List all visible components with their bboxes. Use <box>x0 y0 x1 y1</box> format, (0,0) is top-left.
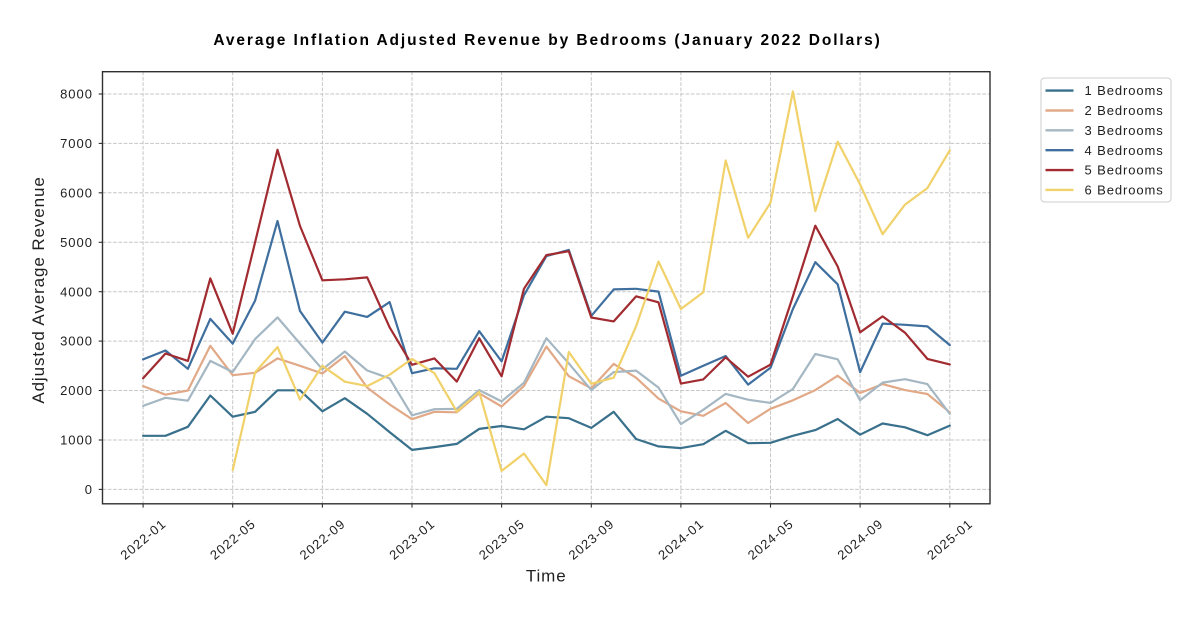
svg-text:6 Bedrooms: 6 Bedrooms <box>1085 183 1164 198</box>
svg-text:3000: 3000 <box>60 334 93 349</box>
svg-text:2000: 2000 <box>60 383 93 398</box>
svg-text:4000: 4000 <box>60 284 93 299</box>
svg-text:4 Bedrooms: 4 Bedrooms <box>1085 143 1164 158</box>
svg-text:7000: 7000 <box>60 136 93 151</box>
svg-text:5000: 5000 <box>60 235 93 250</box>
svg-text:0: 0 <box>85 482 93 497</box>
svg-text:3 Bedrooms: 3 Bedrooms <box>1085 123 1164 138</box>
svg-text:1000: 1000 <box>60 433 93 448</box>
svg-text:Adjusted Average Revenue: Adjusted Average Revenue <box>29 176 48 403</box>
svg-text:2 Bedrooms: 2 Bedrooms <box>1085 103 1164 118</box>
svg-text:8000: 8000 <box>60 87 93 102</box>
svg-text:Average Inflation Adjusted Rev: Average Inflation Adjusted Revenue by Be… <box>213 32 881 49</box>
svg-text:6000: 6000 <box>60 185 93 200</box>
svg-text:1 Bedrooms: 1 Bedrooms <box>1085 83 1164 98</box>
svg-text:5 Bedrooms: 5 Bedrooms <box>1085 163 1164 178</box>
svg-text:Time: Time <box>526 566 567 585</box>
